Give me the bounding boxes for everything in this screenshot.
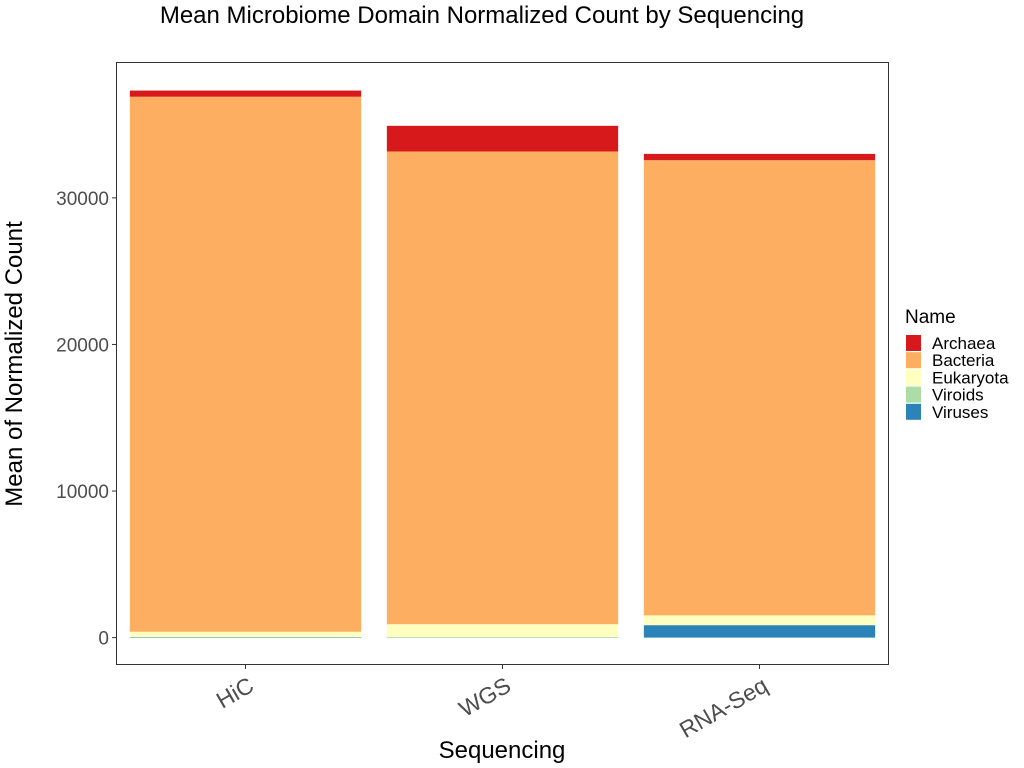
legend-swatch-viroids — [906, 386, 921, 403]
legend-label-eukaryota: Eukaryota — [932, 368, 1009, 387]
bar-rna-seq-archaea — [643, 153, 876, 161]
bar-wgs-viroids — [386, 636, 619, 638]
bar-hic-bacteria — [129, 96, 362, 632]
bar-rna-seq-eukaryota — [643, 615, 876, 626]
legend-label-viruses: Viruses — [932, 403, 988, 422]
legend-title: Name — [905, 307, 956, 328]
bar-wgs-bacteria — [386, 151, 619, 625]
bar-rna-seq-bacteria — [643, 160, 876, 616]
legend-label-archaea: Archaea — [932, 334, 996, 353]
chart-title: Mean Microbiome Domain Normalized Count … — [160, 2, 804, 29]
x-axis: HiC WGS RNA-Seq — [212, 664, 772, 743]
legend-swatch-eukaryota — [906, 369, 921, 386]
legend-label-viroids: Viroids — [932, 386, 984, 405]
legend-swatch-bacteria — [906, 352, 921, 369]
y-tick-label: 30000 — [56, 189, 109, 210]
x-axis-title: Sequencing — [439, 737, 566, 764]
legend-swatch-archaea — [906, 335, 921, 351]
bar-hic-eukaryota — [129, 631, 362, 638]
bar-hic-viruses — [129, 637, 362, 638]
legend: Name ArchaeaBacteriaEukaryotaViroidsViru… — [905, 307, 1009, 422]
x-tick-label: HiC — [212, 672, 258, 714]
bar-hic-archaea — [129, 90, 362, 97]
y-axis-title: Mean of Normalized Count — [1, 221, 28, 507]
plot-bars — [129, 90, 876, 638]
y-axis: 0 10000 20000 30000 — [56, 189, 117, 650]
x-tick-label: WGS — [454, 672, 515, 722]
y-tick-label: 0 — [98, 629, 109, 650]
bar-rna-seq-viruses — [643, 625, 876, 638]
legend-label-bacteria: Bacteria — [932, 351, 995, 370]
legend-swatch-viruses — [906, 403, 921, 420]
y-tick-label: 20000 — [56, 335, 109, 356]
x-tick-label: RNA-Seq — [675, 672, 772, 743]
bar-wgs-archaea — [386, 125, 619, 152]
bar-wgs-eukaryota — [386, 624, 619, 637]
y-tick-label: 10000 — [56, 482, 109, 503]
